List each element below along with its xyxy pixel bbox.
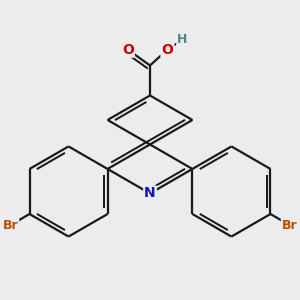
Text: H: H — [177, 33, 188, 46]
Text: Br: Br — [3, 219, 18, 232]
Text: O: O — [122, 43, 134, 57]
Text: O: O — [161, 43, 173, 57]
Text: N: N — [144, 187, 156, 200]
Text: Br: Br — [282, 219, 297, 232]
